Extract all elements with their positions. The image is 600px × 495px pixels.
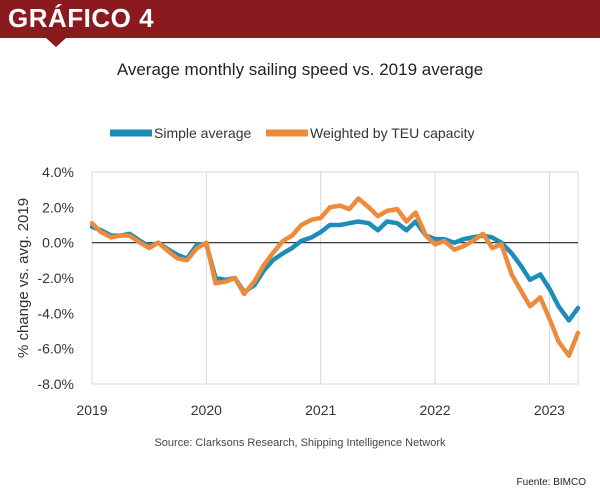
y-axis-label: % change vs. avg. 2019 [15,198,32,358]
y-tick-label: -4.0% [37,305,74,321]
chart-grid [91,171,579,385]
y-tick-label: -2.0% [37,270,74,286]
x-tick-label: 2020 [191,402,222,418]
y-tick-label: 0.0% [42,235,74,251]
x-tick-label: 2021 [305,402,336,418]
y-tick-label: -8.0% [37,376,74,392]
legend-label-2: Weighted by TEU capacity [310,125,474,141]
chart-series [89,196,581,358]
series-line-2 [89,196,581,358]
x-tick-label: 2019 [76,402,107,418]
chart-axes: 2019 2020 2021 2022 2023 4.0% 2.0% 0.0% -2.0% -4.… [15,164,565,418]
x-tick-label: 2022 [419,402,450,418]
series-line-1 [89,219,581,323]
x-tick-label: 2023 [534,402,565,418]
banner-notch [46,38,66,47]
chart-legend: Simple average Weighted by TEU capacity [110,125,474,141]
source-note: Source: Clarksons Research, Shipping Int… [154,437,446,449]
y-tick-label: -6.0% [37,341,74,357]
legend-label-1: Simple average [154,125,251,141]
credit-note: Fuente: BIMCO [516,477,586,488]
figure-label: GRÁFICO 4 [8,3,155,33]
header-banner: GRÁFICO 4 [0,0,600,38]
y-tick-label: 2.0% [42,199,74,215]
chart-title: Average monthly sailing speed vs. 2019 a… [116,60,484,79]
y-tick-label: 4.0% [42,164,74,180]
plot-frame [91,171,579,385]
